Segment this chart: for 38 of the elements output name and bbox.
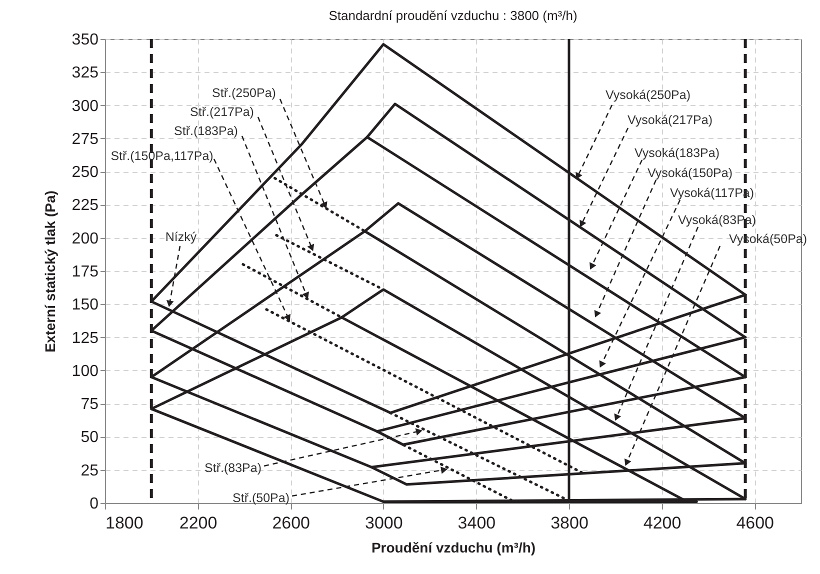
x-axis-title: Proudění vzduchu (m³/h) (371, 540, 536, 556)
annotation: Stř.(217Pa) (190, 105, 254, 119)
y-axis-title: Externí statický tlak (Pa) (42, 190, 58, 352)
x-tick-label: 4200 (643, 514, 682, 532)
annotation: Stř.(183Pa) (174, 124, 238, 138)
annotation: Stř.(250Pa) (212, 86, 276, 100)
x-tick-label: 2200 (179, 514, 218, 532)
annotation: Vysoká(217Pa) (628, 113, 712, 127)
annotation: Stř.(50Pa) (232, 491, 290, 505)
annotation: Vysoká(250Pa) (606, 88, 690, 102)
y-tick-label: 200 (72, 230, 99, 248)
y-tick-label: 100 (72, 362, 99, 380)
annotation: Vysoká(83Pa) (678, 213, 756, 227)
y-tick-label: 50 (80, 429, 99, 446)
y-tick-label: 275 (72, 130, 99, 148)
annotation: Stř.(150Pa,117Pa) (110, 149, 214, 163)
y-tick-label: 350 (72, 32, 99, 48)
x-tick-label: 1800 (106, 514, 144, 532)
annotation: Stř.(83Pa) (204, 461, 262, 475)
y-tick-label: 325 (72, 64, 99, 82)
x-tick-label: 3000 (364, 514, 403, 532)
x-tick-label: 4600 (736, 514, 774, 532)
annotation: Vysoká(150Pa) (648, 166, 732, 180)
y-tick-label: 175 (72, 264, 99, 280)
y-tick-label: 25 (80, 462, 99, 480)
y-tick-label: 125 (72, 330, 99, 347)
annotation: Nízký (165, 230, 198, 244)
y-tick-label: 150 (72, 296, 99, 314)
x-tick-label: 3800 (550, 514, 588, 532)
x-tick-label: 2600 (272, 514, 310, 532)
annotation: Vysoká(183Pa) (634, 146, 720, 160)
y-tick-label: 0 (90, 496, 99, 512)
x-tick-label: 3400 (458, 514, 496, 532)
y-tick-label: 300 (72, 98, 99, 115)
y-tick-label: 250 (72, 164, 99, 182)
y-tick-label: 75 (80, 396, 99, 414)
y-tick-label: 225 (72, 197, 99, 214)
chart-title: Standardní proudění vzduchu : 3800 (m³/h) (328, 8, 578, 23)
